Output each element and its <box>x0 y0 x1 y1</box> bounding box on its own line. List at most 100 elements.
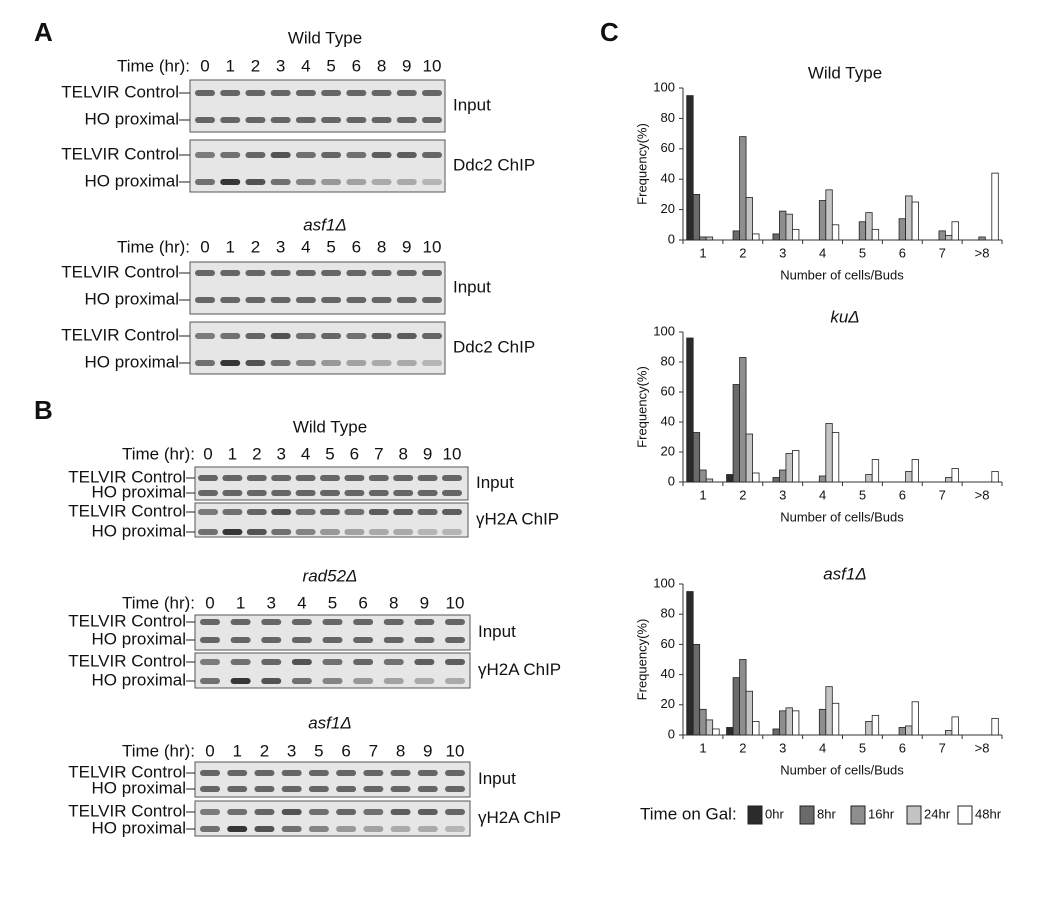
gel-band <box>246 529 267 535</box>
gel-title: asf1Δ <box>303 215 347 234</box>
gel-band <box>271 475 292 481</box>
time-point: 5 <box>326 56 335 75</box>
gel-band <box>322 678 343 684</box>
gel-band <box>363 770 384 776</box>
gel-band <box>346 333 367 339</box>
time-point: 1 <box>228 444 237 463</box>
gel-band <box>353 637 374 643</box>
gel-band <box>321 117 342 123</box>
legend-label: 0hr <box>765 806 784 821</box>
gel-band <box>417 529 438 535</box>
bar <box>785 707 793 736</box>
blot-label: Input <box>476 473 514 492</box>
y-tick-label: 20 <box>661 443 675 458</box>
y-tick-label: 40 <box>661 666 675 681</box>
gel-band <box>220 270 241 276</box>
x-axis-label: Number of cells/Buds <box>780 509 904 524</box>
gel-band <box>270 297 291 303</box>
x-axis-label: Number of cells/Buds <box>780 267 904 282</box>
bar <box>945 730 953 736</box>
gel-band <box>393 490 414 496</box>
time-label: Time (hr): <box>122 593 195 612</box>
time-point: 9 <box>402 56 411 75</box>
gel-band <box>383 619 404 625</box>
y-tick-label: 100 <box>653 575 675 590</box>
gel-band <box>442 529 462 535</box>
x-tick-label: 5 <box>859 245 866 260</box>
gel-band <box>245 179 266 185</box>
gel-band <box>198 509 218 515</box>
gel-title: asf1Δ <box>308 713 352 732</box>
gel-band <box>344 509 365 515</box>
gel-band <box>344 490 365 496</box>
bar <box>905 195 913 241</box>
gel-band <box>442 490 462 496</box>
gel-band <box>383 678 404 684</box>
row-label: TELVIR Control <box>68 501 186 520</box>
y-tick-label: 0 <box>668 231 675 246</box>
gel-band <box>220 297 241 303</box>
gel-band <box>396 360 417 366</box>
chart-title: kuΔ <box>830 307 859 326</box>
row-label: HO proximal <box>85 109 179 128</box>
bar <box>951 468 959 483</box>
y-tick-label: 80 <box>661 606 675 621</box>
gel-band <box>308 786 329 792</box>
gel-band <box>261 659 282 665</box>
x-tick-label: 7 <box>939 487 946 502</box>
legend-swatch <box>799 805 815 825</box>
blot-label: Ddc2 ChIP <box>453 155 535 174</box>
gel-band <box>422 179 442 185</box>
gel-band <box>321 90 342 96</box>
gel-band <box>291 619 312 625</box>
bar <box>831 432 840 483</box>
gel-band <box>281 809 302 815</box>
gel-band <box>422 297 442 303</box>
gel-band <box>371 270 392 276</box>
row-label: HO proximal <box>92 670 186 689</box>
gel-image <box>189 139 446 193</box>
gel-band <box>245 333 266 339</box>
bar <box>831 224 840 241</box>
gel-band <box>445 678 465 684</box>
y-tick-label: 0 <box>668 473 675 488</box>
gel-band <box>414 659 435 665</box>
gel-band <box>320 490 340 496</box>
gel-band <box>353 678 374 684</box>
row-label: HO proximal <box>85 171 179 190</box>
gel-band <box>393 475 414 481</box>
bar <box>792 228 800 241</box>
time-point: 0 <box>203 444 212 463</box>
time-point: 5 <box>325 444 334 463</box>
x-tick-label: 2 <box>739 245 746 260</box>
row-label: TELVIR Control <box>68 467 186 486</box>
time-point: 6 <box>352 237 361 256</box>
bar <box>818 475 827 483</box>
gel-band <box>220 179 241 185</box>
time-point: 2 <box>251 237 260 256</box>
y-tick-label: 20 <box>661 696 675 711</box>
gel-band <box>245 270 266 276</box>
time-point: 9 <box>420 593 429 612</box>
legend-label: 8hr <box>817 806 836 821</box>
gel-band <box>396 179 417 185</box>
gel-band <box>422 333 442 339</box>
gel-band <box>200 678 220 684</box>
gel-band <box>308 826 329 832</box>
time-label: Time (hr): <box>117 56 190 75</box>
row-label: TELVIR Control <box>61 325 179 344</box>
gel-band <box>393 529 414 535</box>
time-label: Time (hr): <box>117 237 190 256</box>
gel-band <box>442 475 462 481</box>
gel-band <box>245 360 266 366</box>
gel-band <box>368 490 389 496</box>
x-tick-label: 4 <box>819 740 826 755</box>
x-tick-label: 1 <box>699 740 706 755</box>
x-tick-label: >8 <box>975 740 990 755</box>
bar <box>951 716 959 736</box>
time-point: 3 <box>267 593 276 612</box>
gel-band <box>322 619 343 625</box>
gel-band <box>442 509 462 515</box>
gel-band <box>321 297 342 303</box>
time-point: 10 <box>446 741 465 760</box>
